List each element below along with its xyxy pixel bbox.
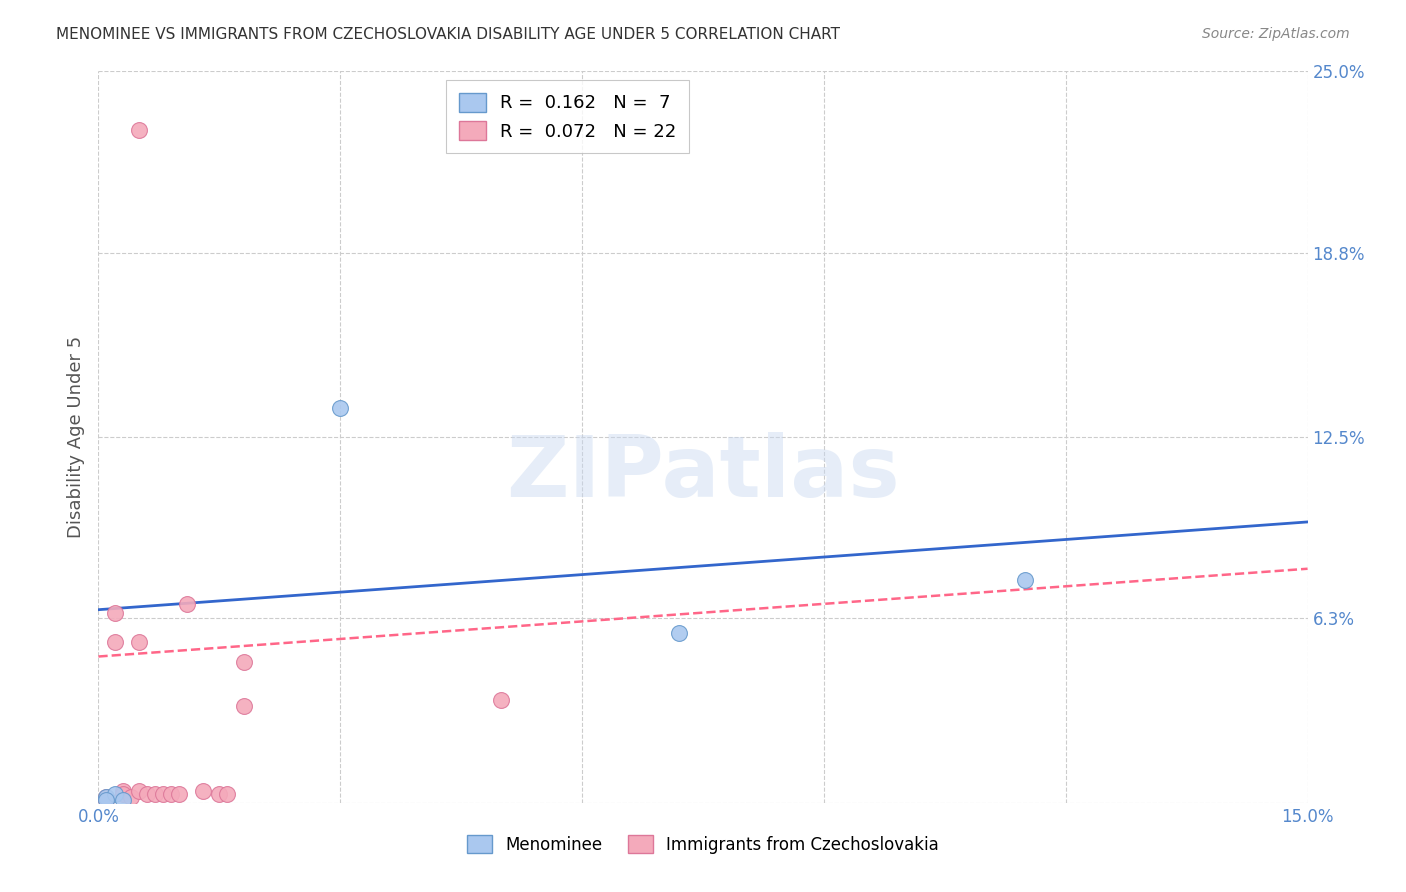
Point	[103, 787, 125, 801]
Point	[111, 784, 134, 798]
Point	[232, 699, 254, 714]
Point	[1014, 574, 1036, 588]
Point	[135, 787, 157, 801]
Point	[143, 787, 166, 801]
Point	[111, 787, 134, 801]
Point	[120, 789, 142, 804]
Point	[128, 784, 150, 798]
Point	[329, 401, 352, 415]
Text: ZIPatlas: ZIPatlas	[506, 432, 900, 516]
Point	[96, 793, 118, 807]
Point	[111, 793, 134, 807]
Point	[668, 626, 690, 640]
Point	[232, 656, 254, 670]
Point	[103, 635, 125, 649]
Y-axis label: Disability Age Under 5: Disability Age Under 5	[66, 336, 84, 538]
Point	[193, 784, 215, 798]
Point	[167, 787, 190, 801]
Legend: Menominee, Immigrants from Czechoslovakia: Menominee, Immigrants from Czechoslovaki…	[461, 829, 945, 860]
Point	[176, 597, 198, 611]
Text: MENOMINEE VS IMMIGRANTS FROM CZECHOSLOVAKIA DISABILITY AGE UNDER 5 CORRELATION C: MENOMINEE VS IMMIGRANTS FROM CZECHOSLOVA…	[56, 27, 841, 42]
Point	[128, 635, 150, 649]
Point	[208, 787, 231, 801]
Point	[96, 789, 118, 804]
Point	[217, 787, 239, 801]
Point	[160, 787, 183, 801]
Point	[96, 789, 118, 804]
Point	[96, 793, 118, 807]
Text: Source: ZipAtlas.com: Source: ZipAtlas.com	[1202, 27, 1350, 41]
Point	[128, 123, 150, 137]
Point	[103, 606, 125, 620]
Point	[152, 787, 174, 801]
Point	[491, 693, 513, 707]
